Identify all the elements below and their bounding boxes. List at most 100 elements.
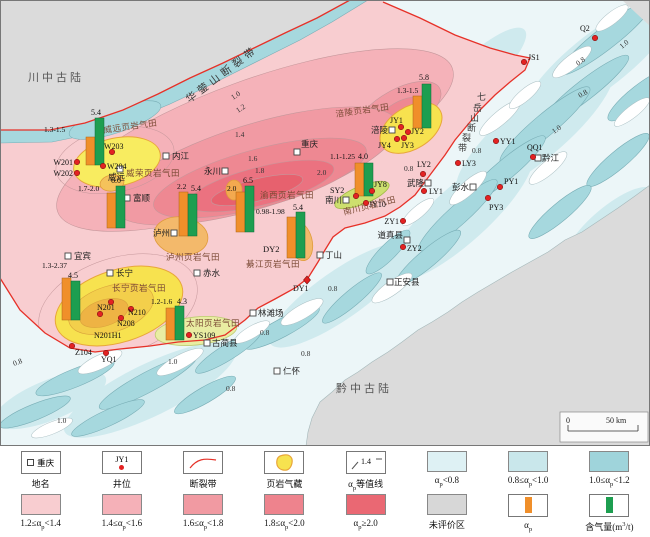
path-shape xyxy=(189,458,217,468)
legend-color-swatch xyxy=(589,451,630,472)
fault-lines xyxy=(0,0,531,353)
well-dot-icon xyxy=(119,464,125,470)
ap-bar xyxy=(85,136,96,166)
legend-item: 断裂带 xyxy=(163,451,244,492)
ap-bar-icon xyxy=(524,497,532,514)
well-marker xyxy=(420,188,427,195)
well-marker xyxy=(393,136,400,143)
scale-line xyxy=(567,425,639,432)
legend-label: 井位 xyxy=(112,479,131,489)
town-marker xyxy=(64,252,72,260)
contour-label: 1.6 xyxy=(248,154,258,163)
contour-label: 1.4 xyxy=(235,130,245,139)
legend-item: 1.8≤αp<2.0 xyxy=(244,493,325,533)
ellipse-shape xyxy=(71,399,145,437)
well-label: ZY1 xyxy=(384,217,399,226)
well-label: W204 xyxy=(107,162,127,171)
gas-content-bar xyxy=(174,305,185,341)
ap-value-label: 1.3-1.5 xyxy=(44,125,65,134)
town-marker xyxy=(116,165,124,173)
contour-label: 1.0 xyxy=(229,89,242,102)
well-label: JS1 xyxy=(528,53,540,62)
sub-shape: p xyxy=(610,480,614,488)
well-marker xyxy=(362,200,369,207)
town-marker xyxy=(249,309,257,317)
legend-item: JY1 井位 xyxy=(81,451,162,492)
gas-content-bar xyxy=(295,211,306,259)
well-label: N201 xyxy=(97,303,115,312)
ap-bar xyxy=(106,192,117,229)
well-label: JY1 xyxy=(390,116,403,125)
fault-line-icon xyxy=(189,458,217,468)
town-label: 长宁 xyxy=(116,268,133,278)
legend-item: 0.8≤αp<1.0 xyxy=(488,451,569,492)
legend-item: 1.4 αp等值线 xyxy=(325,451,406,492)
town-marker xyxy=(403,236,411,244)
sup-shape: 3 xyxy=(622,520,626,528)
contour-label: 0.8 xyxy=(404,164,414,173)
well-marker xyxy=(100,163,107,170)
legend-bar-symbol xyxy=(508,493,549,517)
uplift-region-label: 川中古陆 xyxy=(28,70,84,84)
data-bars: 1.3-1.5 5.4 1.7-2.0 6.0 2.2 5.4 2.0 6.5 0.98-1.9… xyxy=(42,73,432,341)
ellipse-shape xyxy=(508,81,542,109)
legend-label: 断裂带 xyxy=(189,479,217,489)
town-label: 武隆 xyxy=(407,178,425,188)
ellipse-shape xyxy=(31,417,73,439)
well-label: YS109 xyxy=(193,331,215,340)
uplift-region-label: 黔中古陆 xyxy=(336,381,392,395)
legend-item: 含气量(m3/t) xyxy=(569,493,650,533)
gas-value-label: 5.8 xyxy=(419,73,429,82)
well-label: W201 xyxy=(53,158,73,167)
sub-shape: p xyxy=(203,523,208,531)
gas-field-label: 渝西页岩气田 xyxy=(260,190,314,200)
town-marker xyxy=(221,167,229,175)
gas-value-label: 4.3 xyxy=(177,297,187,306)
text-shape: 1.4 xyxy=(361,457,371,466)
sub-shape: p xyxy=(122,523,126,531)
legend-label: 1.6≤αp<1.8 xyxy=(182,517,224,531)
fault-name-char: 带 xyxy=(458,143,467,153)
contour-line-icon: 1.4 xyxy=(351,457,382,469)
legend-item: αp xyxy=(488,493,569,533)
ap-bar xyxy=(235,191,246,233)
contour-label: 0.8 xyxy=(577,87,590,100)
gas-content-bar xyxy=(244,185,255,233)
sub-shape: p xyxy=(358,523,362,531)
town-label: 富顺 xyxy=(133,193,151,203)
town-marker xyxy=(534,154,542,162)
fault-name-char: 裂 xyxy=(462,133,471,143)
legend-label: 0.8≤αp<1.0 xyxy=(507,475,549,488)
gas-content-bar xyxy=(70,280,81,321)
well-marker xyxy=(97,310,104,317)
ap-bar xyxy=(354,162,365,197)
ellipse-shape xyxy=(77,349,123,375)
ap-value-label: 0.98-1.98 xyxy=(256,207,285,216)
well-marker xyxy=(186,331,193,338)
well-marker xyxy=(529,154,536,161)
town-marker xyxy=(170,229,178,237)
well-label: W203 xyxy=(104,142,124,151)
fault-name-char: 岳 xyxy=(473,102,482,113)
scale-distance-label: 50 km xyxy=(606,416,627,425)
gas-value-label: 5.4 xyxy=(191,184,201,193)
sub-shape: p xyxy=(352,484,357,492)
legend-town-text: 重庆 xyxy=(37,457,55,468)
well-label: LY1 xyxy=(429,187,443,196)
town-marker xyxy=(293,148,301,156)
well-label: SY2 xyxy=(330,186,344,195)
shale-gas-map: 1.01.21.41.61.8 2.01.00.80.81.00.80.80.80… xyxy=(0,0,650,447)
legend-label: 含气量(m3/t) xyxy=(585,520,634,532)
well-label: LY3 xyxy=(462,159,476,168)
ap-bar xyxy=(61,277,72,321)
well-marker xyxy=(352,193,359,200)
town-marker xyxy=(316,251,324,259)
legend-color-swatch xyxy=(508,451,549,472)
sub-shape: p xyxy=(285,523,289,531)
well-label: YY1 xyxy=(500,137,516,146)
town-label: 丁山 xyxy=(325,250,342,260)
ap-value-label: 2.0 xyxy=(227,184,237,193)
legend-color-swatch xyxy=(264,493,305,515)
scale-zero-label: 0 xyxy=(566,416,570,425)
